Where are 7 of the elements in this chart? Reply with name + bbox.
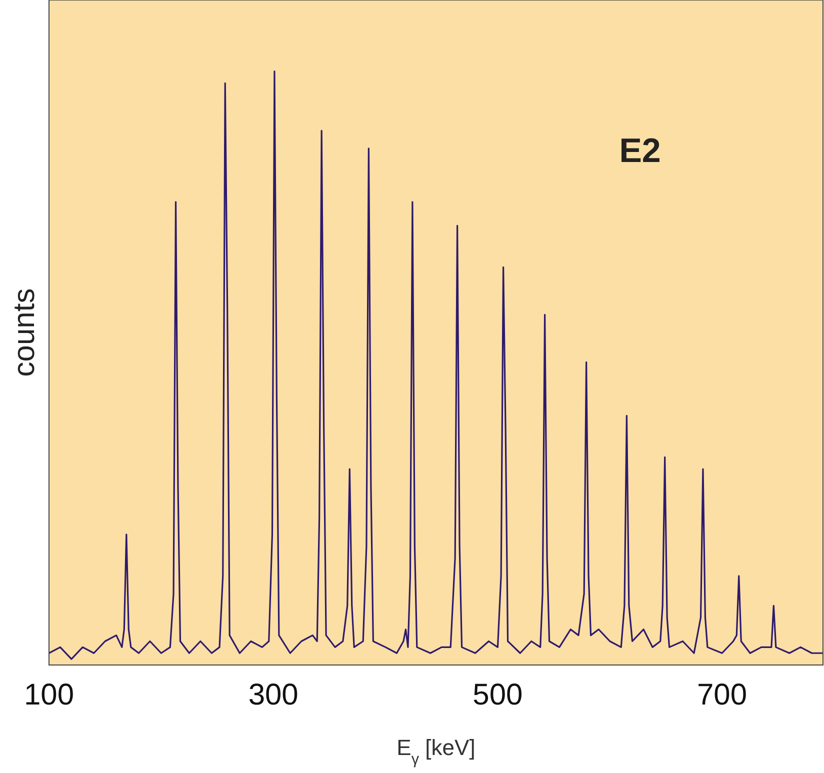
y-axis-title: counts bbox=[8, 288, 41, 377]
x-tick-label: 100 bbox=[24, 678, 74, 712]
x-tick-label: 300 bbox=[248, 678, 298, 712]
x-tick-label: 700 bbox=[697, 678, 748, 712]
x-axis-title: E$_{γ}$ [keV] bbox=[396, 735, 476, 768]
x-tick-label: 500 bbox=[472, 678, 523, 712]
annotation: E2 bbox=[619, 132, 661, 170]
